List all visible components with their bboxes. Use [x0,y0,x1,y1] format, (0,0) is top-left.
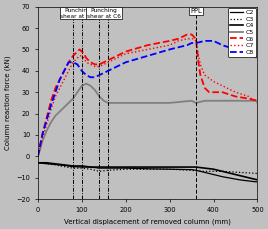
Text: PPL: PPL [190,8,202,14]
X-axis label: Vertical displacement of removed column (mm): Vertical displacement of removed column … [64,218,231,225]
Text: Punching
shear at C6: Punching shear at C6 [87,8,121,19]
Y-axis label: Column reaction force (kN): Column reaction force (kN) [4,56,11,150]
Text: Punching
shear at C8: Punching shear at C8 [60,8,94,19]
Legend: C2, C3, C4, C5, C6, C7, C8: C2, C3, C4, C5, C6, C7, C8 [228,8,256,57]
